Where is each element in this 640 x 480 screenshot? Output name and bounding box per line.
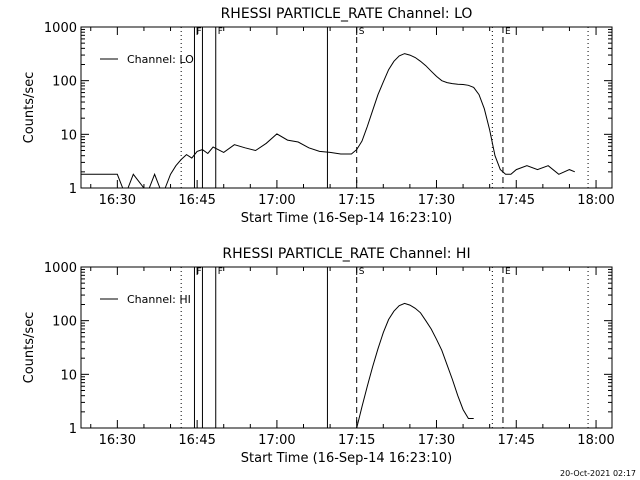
footer-timestamp: 20-Oct-2021 02:17 xyxy=(560,469,636,478)
plot-frame xyxy=(80,26,613,189)
y-axis-label: Counts/sec xyxy=(22,72,37,144)
x-tick-label: 16:45 xyxy=(178,193,215,208)
y-tick-label: 1000 xyxy=(44,21,77,36)
event-flag-label: F xyxy=(218,27,223,37)
x-axis-label: Start Time (16-Sep-14 16:23:10) xyxy=(241,211,452,226)
x-tick-label: 17:30 xyxy=(418,193,455,208)
x-tick-label: 17:30 xyxy=(418,433,455,448)
x-tick-label: 18:00 xyxy=(577,433,614,448)
panel-lo: RHESSI PARTICLE_RATE Channel: LO 1 10 100 10… xyxy=(22,6,615,226)
x-tick-label: 17:00 xyxy=(258,433,295,448)
x-axis-label: Start Time (16-Sep-14 16:23:10) xyxy=(241,451,452,466)
y-tick-label: 10 xyxy=(60,368,77,383)
series-line xyxy=(81,53,575,189)
x-tick-label: 17:45 xyxy=(498,433,535,448)
y-tick-label: 1 xyxy=(69,182,77,197)
panel-hi: RHESSI PARTICLE_RATE Channel: HI 1 10 100 10… xyxy=(22,246,615,466)
plot-frame xyxy=(80,266,613,429)
event-flag-label: S xyxy=(359,27,365,37)
x-tick-label: 16:30 xyxy=(99,193,136,208)
y-tick-label: 1 xyxy=(69,422,77,437)
y-tick-label: 10 xyxy=(60,128,77,143)
y-tick-label: 100 xyxy=(52,315,77,330)
x-tick-label: 16:45 xyxy=(178,433,215,448)
x-tick-label: 17:00 xyxy=(258,193,295,208)
event-flag-label: F xyxy=(196,27,201,37)
event-flag-label: F xyxy=(218,267,223,277)
x-tick-label: 17:45 xyxy=(498,193,535,208)
legend-label: Channel: LO xyxy=(127,53,194,66)
x-tick-label: 16:30 xyxy=(99,433,136,448)
y-tick-label: 100 xyxy=(52,75,77,90)
series-line xyxy=(356,302,474,429)
legend-label: Channel: HI xyxy=(127,293,191,306)
event-flag-label: S xyxy=(359,267,365,277)
x-tick-label: 18:00 xyxy=(577,193,614,208)
x-tick-label: 17:15 xyxy=(338,433,375,448)
chart-title: RHESSI PARTICLE_RATE Channel: HI xyxy=(222,246,470,262)
y-axis-label: Counts/sec xyxy=(22,312,37,384)
event-flag-label: F xyxy=(196,267,201,277)
event-flag-label: E xyxy=(505,27,511,37)
chart-title: RHESSI PARTICLE_RATE Channel: LO xyxy=(221,6,473,22)
event-flag-label: E xyxy=(505,267,511,277)
x-tick-label: 17:15 xyxy=(338,193,375,208)
y-tick-label: 1000 xyxy=(44,261,77,276)
